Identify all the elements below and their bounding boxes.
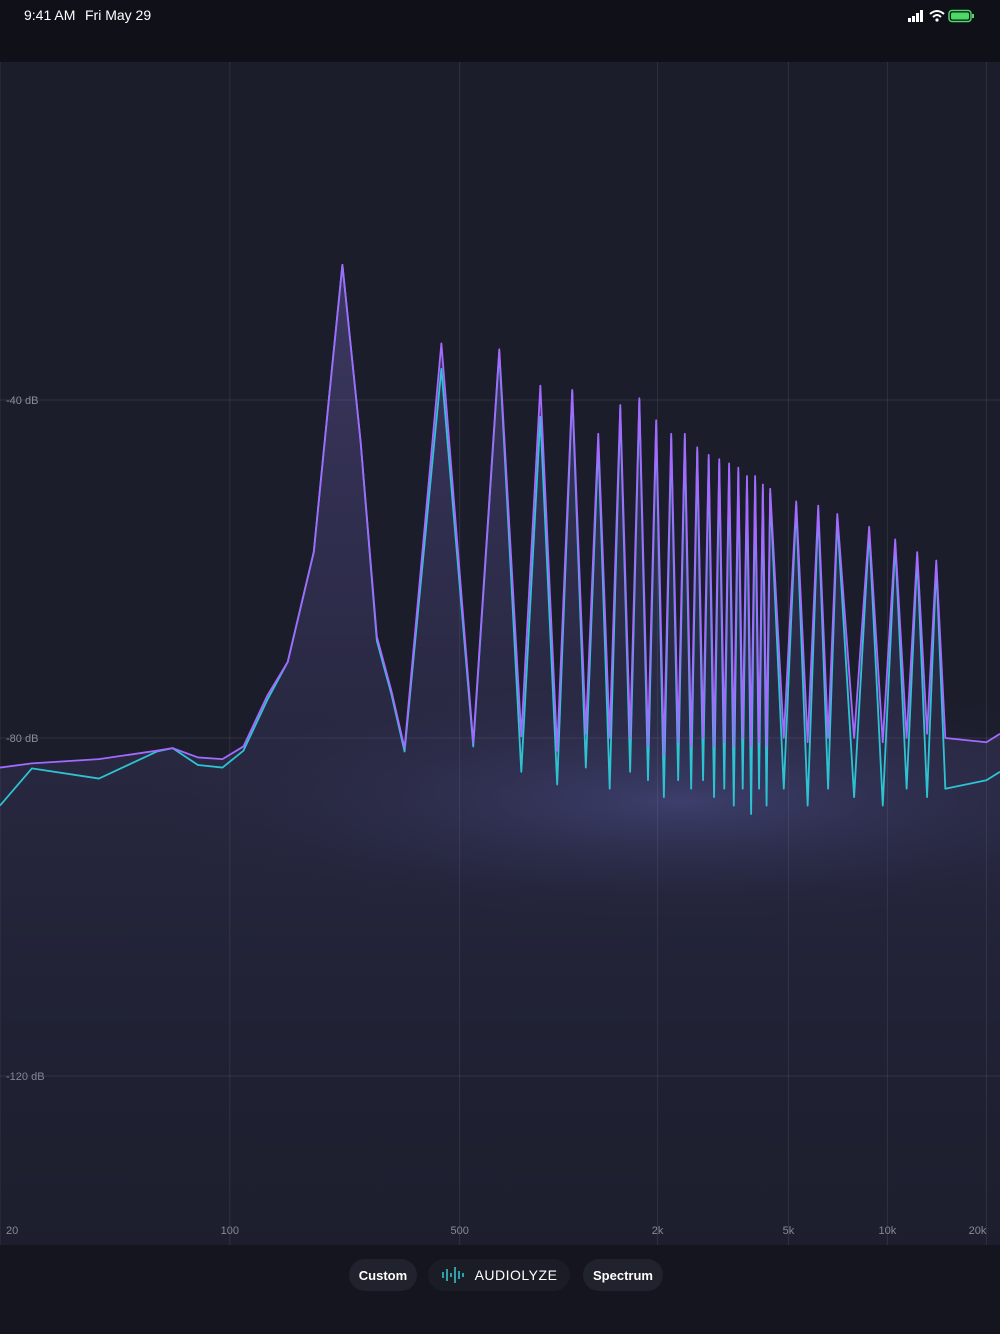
y-tick-label: -40 dB [6, 395, 38, 407]
spectrum-line [0, 263, 1000, 769]
status-bar: 9:41 AM Fri May 29 [0, 0, 1000, 62]
status-time: 9:41 AM [24, 7, 76, 23]
app-logo: AUDIOLYZE [428, 1259, 570, 1291]
status-date: Fri May 29 [85, 7, 152, 23]
spectrum-chart: -40 dB-80 dB-120 dB201005002k5k10k20k [0, 62, 1000, 1245]
spectrum-button[interactable]: Spectrum [583, 1259, 663, 1291]
custom-button[interactable]: Custom [349, 1259, 417, 1291]
toolbar: Custom AUDIOLYZE Spectrum [0, 1245, 1000, 1334]
status-icons [908, 9, 974, 23]
logo-icon [441, 1267, 464, 1283]
app-name: AUDIOLYZE [474, 1267, 558, 1283]
spectrum-area [0, 264, 1000, 1245]
y-tick-label: -80 dB [6, 733, 38, 745]
